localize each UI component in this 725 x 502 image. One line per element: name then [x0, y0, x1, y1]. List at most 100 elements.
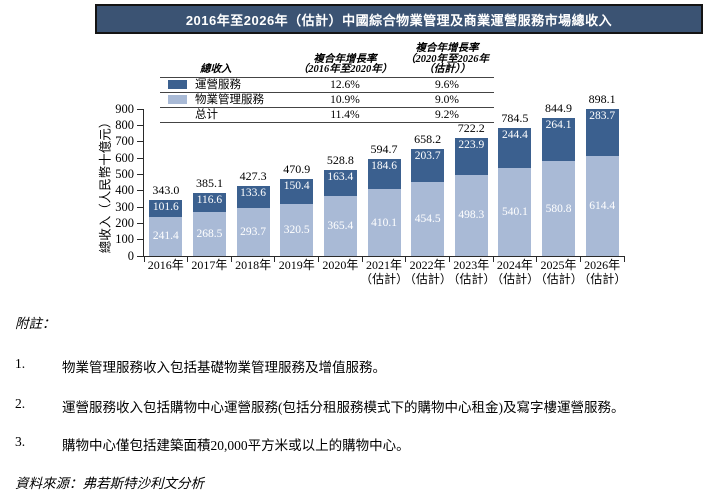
y-axis-tick-label: 0: [127, 248, 134, 263]
cagr-value: 9.2%: [435, 108, 459, 121]
x-axis-tick: [318, 256, 320, 262]
y-axis-tick-label: 500: [115, 166, 134, 181]
total-value-label: 784.5: [501, 110, 529, 125]
y-axis-tick: [137, 255, 144, 257]
y-axis-tick: [137, 190, 144, 192]
property-management-services-swatch-icon: [168, 95, 187, 104]
bar-segment-property-management: 268.5: [192, 212, 226, 256]
x-axis-tick: [623, 256, 625, 262]
footnote-2: 2. 運營服務收入包括購物中心運營服務(包括分租服務模式下的購物中心租金)及寫字…: [15, 396, 625, 416]
footnote-text: 運營服務收入包括購物中心運營服務(包括分租服務模式下的購物中心租金)及寫字樓運營…: [62, 400, 625, 415]
total-value-label: 528.8: [326, 152, 354, 167]
y-axis-tick: [137, 157, 144, 159]
y-axis-tick-label: 400: [115, 183, 134, 198]
y-axis-tick-label: 700: [115, 134, 134, 149]
segment-value-label: 241.4: [152, 230, 179, 243]
y-axis-tick: [137, 206, 144, 208]
x-axis-tick: [536, 256, 538, 262]
footnote-number: 3.: [15, 434, 26, 449]
segment-value-label: 101.6: [152, 200, 179, 213]
y-axis-tick-label: 900: [115, 101, 134, 116]
segment-value-label: 498.3: [458, 209, 485, 222]
bar-segment-property-management: 498.3: [454, 174, 488, 256]
legend-header-cagr-2020-2026: 複合年增長率 （2020年至2026年 （估計））: [405, 43, 489, 75]
segment-value-label: 150.4: [283, 180, 310, 193]
legend-header-row: 總收入 複合年增長率 （2016年至2020年） 複合年增長率 （2020年至2…: [160, 43, 494, 78]
bar-segment-operational: 101.6: [149, 199, 183, 217]
segment-value-label: 283.7: [589, 110, 616, 123]
bar-segment-operational: 133.6: [236, 186, 270, 209]
legend-row-total: 总计 11.4% 9.2%: [160, 108, 494, 123]
total-value-label: 594.7: [370, 141, 398, 156]
segment-value-label: 540.1: [501, 205, 528, 218]
x-axis-tick: [361, 256, 363, 262]
total-value-label: 470.9: [283, 162, 311, 177]
x-axis-category-label: 2024年 （估計）: [491, 258, 540, 286]
legend-label: 物業管理服務: [195, 93, 264, 106]
y-axis-tick-label: 100: [115, 232, 134, 247]
total-value-label: 427.3: [239, 169, 267, 184]
cagr-value: 11.4%: [330, 108, 360, 121]
footnote-number: 1.: [15, 356, 26, 371]
bar-segment-operational: 223.9: [454, 138, 488, 175]
cagr-value: 9.6%: [435, 78, 459, 91]
legend-table: 總收入 複合年增長率 （2016年至2020年） 複合年增長率 （2020年至2…: [160, 43, 494, 123]
x-axis-tick: [230, 256, 232, 262]
bar-segment-property-management: 320.5: [280, 203, 314, 256]
bar-segment-property-management: 241.4: [149, 216, 183, 256]
legend-row-operational-services: 運營服務 12.6% 9.6%: [160, 78, 494, 93]
x-axis-category-label: 2026年 （估計）: [578, 258, 627, 286]
x-axis-category-label: 2022年 （估計）: [403, 258, 452, 286]
footnote-text: 物業管理服務收入包括基礎物業管理服務及增值服務。: [62, 360, 386, 375]
bar-segment-operational: 163.4: [323, 169, 357, 197]
footnote-3: 3. 購物中心僅包括建築面積20,000平方米或以上的購物中心。: [15, 434, 410, 454]
segment-value-label: 614.4: [589, 199, 616, 212]
y-axis-tick-label: 800: [115, 117, 134, 132]
segment-value-label: 454.5: [414, 212, 441, 225]
bar-segment-property-management: 365.4: [323, 196, 357, 256]
legend-header-revenue: 總收入: [200, 64, 232, 75]
segment-value-label: 203.7: [414, 149, 441, 162]
bar-segment-property-management: 410.1: [367, 189, 401, 256]
segment-value-label: 410.1: [371, 216, 397, 229]
x-axis-tick: [143, 256, 145, 262]
bar-segment-operational: 244.4: [498, 127, 532, 168]
legend-label: 運營服務: [195, 78, 241, 91]
legend-row-property-management-services: 物業管理服務 10.9% 9.0%: [160, 93, 494, 108]
segment-value-label: 184.6: [371, 159, 397, 172]
y-axis-tick: [137, 141, 144, 143]
segment-value-label: 264.1: [545, 119, 572, 132]
y-axis-tick: [137, 124, 144, 126]
source-line: 資料來源：弗若斯特沙利文分析: [15, 476, 204, 491]
cagr-value: 12.6%: [330, 78, 360, 91]
bar-segment-property-management: 454.5: [411, 181, 445, 256]
x-axis-tick: [187, 256, 189, 262]
bar-segment-operational: 184.6: [367, 158, 401, 190]
legend-header-cagr-2016-2020: 複合年增長率 （2016年至2020年）: [297, 53, 393, 75]
segment-value-label: 320.5: [283, 223, 310, 236]
total-value-label: 722.2: [457, 121, 485, 136]
notes-heading: 附註：: [15, 316, 56, 331]
total-value-label: 343.0: [152, 182, 180, 197]
total-value-label: 898.1: [588, 92, 616, 107]
cagr-value: 9.0%: [435, 93, 459, 106]
footnote-1: 1. 物業管理服務收入包括基礎物業管理服務及增值服務。: [15, 356, 386, 376]
x-axis-category-label: 2016年: [147, 258, 184, 272]
y-axis-tick: [137, 239, 144, 241]
segment-value-label: 268.5: [196, 228, 223, 241]
x-axis-category-label: 2017年: [191, 258, 228, 272]
plot-area: 0 100 200 300 400 500 600 700 800 900 241.4 101.6 34…: [115, 92, 626, 285]
y-axis-tick-label: 200: [115, 215, 134, 230]
y-axis-tick: [137, 173, 144, 175]
bar-segment-property-management: 580.8: [542, 161, 576, 256]
segment-value-label: 163.4: [327, 170, 354, 183]
segment-value-label: 580.8: [545, 202, 572, 215]
bar-segment-property-management: 614.4: [585, 155, 619, 256]
bar-segment-operational: 150.4: [280, 179, 314, 204]
bar-segment-operational: 116.6: [192, 193, 226, 213]
x-axis-tick: [492, 256, 494, 262]
x-axis-category-label: 2025年 （估計）: [534, 258, 583, 286]
y-axis-tick-label: 600: [115, 150, 134, 165]
chart-title-banner: 2016年至2026年（估計）中國綜合物業管理及商業運營服務市場總收入: [95, 4, 703, 34]
